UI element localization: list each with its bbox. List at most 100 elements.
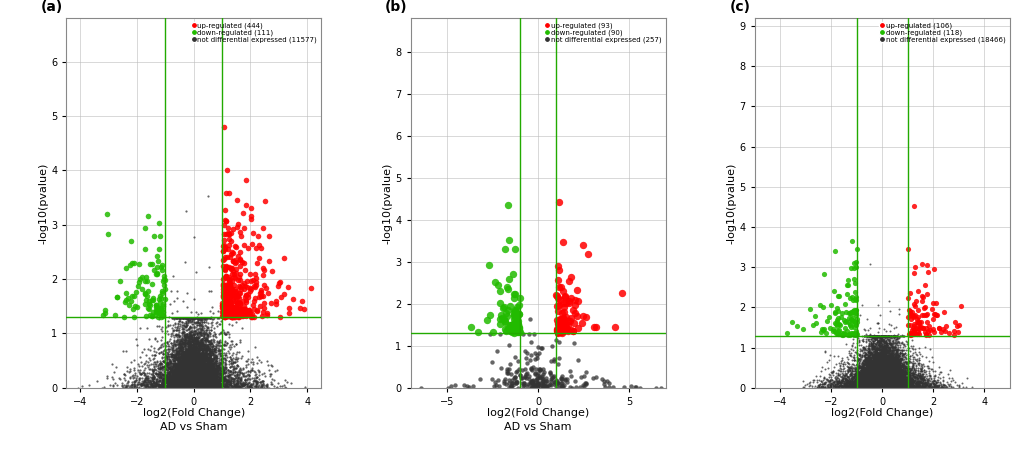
Point bbox=[886, 380, 902, 387]
Point bbox=[158, 364, 174, 372]
Point bbox=[878, 382, 895, 389]
Point bbox=[876, 333, 893, 341]
Point bbox=[894, 383, 910, 390]
Point bbox=[868, 382, 884, 390]
Point bbox=[179, 379, 196, 386]
Point bbox=[858, 380, 874, 387]
Point bbox=[158, 380, 174, 387]
Point bbox=[856, 350, 872, 357]
Point bbox=[866, 365, 882, 372]
Point bbox=[179, 359, 196, 366]
Point bbox=[870, 362, 887, 369]
Point bbox=[864, 361, 880, 368]
Point bbox=[879, 376, 896, 383]
Point bbox=[184, 373, 201, 380]
Point bbox=[175, 382, 192, 389]
Point bbox=[204, 369, 220, 376]
Point bbox=[870, 382, 887, 389]
Point bbox=[180, 376, 197, 383]
Point bbox=[185, 382, 202, 389]
Point bbox=[580, 250, 596, 257]
Point bbox=[190, 315, 206, 322]
Point bbox=[846, 377, 862, 384]
Point bbox=[169, 374, 185, 381]
Point bbox=[187, 380, 204, 387]
Point bbox=[204, 344, 220, 351]
Point bbox=[865, 376, 881, 383]
Point bbox=[196, 378, 212, 386]
Point bbox=[866, 384, 882, 391]
Point bbox=[183, 381, 200, 388]
Point bbox=[896, 377, 912, 384]
Point bbox=[865, 377, 881, 385]
Point bbox=[181, 384, 198, 391]
Point bbox=[904, 375, 920, 382]
Point bbox=[877, 371, 894, 378]
Point bbox=[865, 382, 881, 390]
Point bbox=[879, 382, 896, 389]
Point bbox=[868, 354, 884, 362]
Point bbox=[882, 376, 899, 383]
Point bbox=[192, 377, 208, 385]
Point bbox=[194, 318, 210, 325]
Point bbox=[879, 375, 896, 382]
Point bbox=[867, 378, 883, 385]
Point bbox=[183, 372, 200, 379]
Point bbox=[174, 376, 191, 383]
Point bbox=[881, 372, 898, 379]
Point bbox=[866, 382, 882, 389]
Point bbox=[177, 342, 194, 349]
Point bbox=[210, 365, 226, 373]
Point bbox=[176, 354, 193, 361]
Point bbox=[878, 370, 895, 377]
Point bbox=[871, 377, 888, 384]
Point bbox=[869, 382, 886, 389]
Point bbox=[182, 347, 199, 354]
Point bbox=[872, 363, 889, 370]
Point bbox=[560, 299, 577, 306]
Point bbox=[177, 356, 194, 363]
Point bbox=[874, 362, 891, 369]
Point bbox=[168, 340, 184, 347]
Point bbox=[192, 380, 208, 387]
Point bbox=[169, 371, 185, 378]
Point bbox=[873, 380, 890, 387]
Point bbox=[206, 379, 222, 386]
Point bbox=[857, 378, 873, 385]
Point bbox=[877, 370, 894, 377]
Point bbox=[871, 384, 888, 391]
Point bbox=[202, 354, 218, 361]
Point bbox=[840, 350, 856, 357]
Point bbox=[864, 382, 880, 390]
Point bbox=[883, 382, 900, 390]
Point bbox=[880, 374, 897, 381]
Point bbox=[882, 332, 899, 340]
Point bbox=[846, 382, 862, 389]
Point bbox=[162, 377, 178, 384]
Point bbox=[184, 380, 201, 387]
Point bbox=[874, 382, 891, 389]
Point bbox=[176, 379, 193, 387]
Point bbox=[873, 377, 890, 384]
Point bbox=[870, 372, 887, 379]
Point bbox=[197, 354, 213, 362]
Point bbox=[861, 363, 877, 370]
Point bbox=[872, 371, 889, 378]
Point bbox=[177, 374, 194, 381]
Point bbox=[875, 372, 892, 379]
Point bbox=[883, 354, 900, 362]
Point bbox=[207, 383, 223, 391]
Point bbox=[185, 371, 202, 378]
Point bbox=[184, 378, 201, 385]
Point bbox=[858, 381, 874, 388]
Point bbox=[886, 367, 902, 374]
Point bbox=[204, 362, 220, 369]
Point bbox=[868, 372, 884, 379]
Point bbox=[177, 382, 194, 390]
Point bbox=[175, 347, 192, 354]
Point bbox=[869, 383, 886, 390]
Point bbox=[171, 315, 187, 322]
Point bbox=[875, 384, 892, 391]
Point bbox=[192, 368, 208, 376]
Point bbox=[869, 363, 886, 370]
